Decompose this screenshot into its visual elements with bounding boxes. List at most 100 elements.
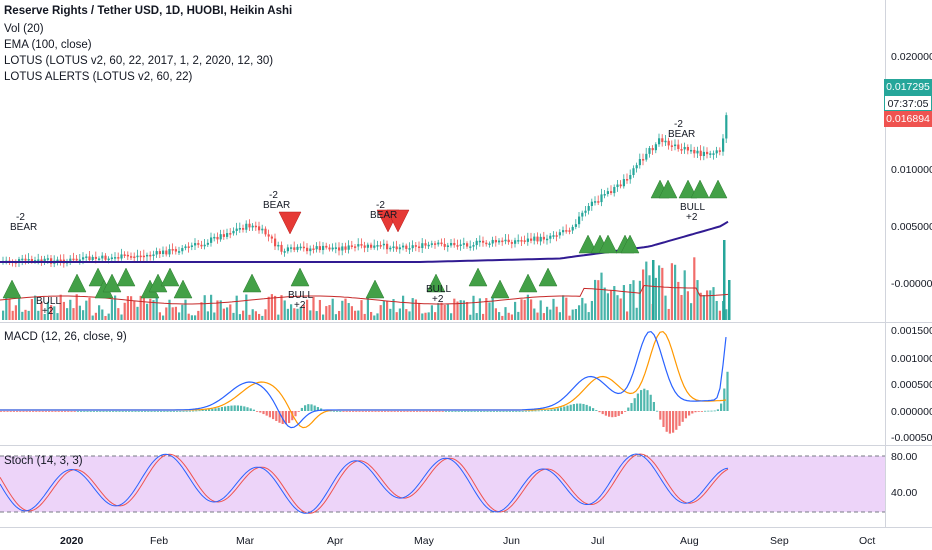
macd-histogram-bar xyxy=(92,411,95,412)
indicator-vol[interactable]: Vol (20) xyxy=(4,23,44,35)
indicator-macd[interactable]: MACD (12, 26, close, 9) xyxy=(4,331,127,343)
candle-body xyxy=(178,251,181,253)
stoch-axis[interactable]: 80.00 40.00 xyxy=(891,451,917,499)
volume-bar xyxy=(293,308,296,320)
candle-body xyxy=(494,239,497,243)
macd-histogram-bar xyxy=(384,411,387,412)
volume-bar xyxy=(386,301,389,320)
macd-histogram-bar xyxy=(720,403,723,411)
volume-bar xyxy=(117,308,120,320)
macd-histogram-bar xyxy=(121,411,124,412)
time-tick: Oct xyxy=(859,535,875,547)
candle-body xyxy=(539,236,542,242)
volume-bar xyxy=(101,309,104,320)
volume-bar xyxy=(376,313,379,320)
candle-body xyxy=(402,245,405,248)
candle-body xyxy=(37,259,40,261)
macd-histogram-bar xyxy=(393,411,396,412)
macd-axis[interactable]: 0.001500 0.001000 0.000500 0.000000 -0.0… xyxy=(891,325,932,444)
candle-body xyxy=(69,258,72,261)
candle-body xyxy=(46,258,49,260)
candle-body xyxy=(498,240,501,243)
macd-histogram-bar xyxy=(656,410,659,412)
volume-bar xyxy=(587,312,590,320)
price-pane[interactable] xyxy=(0,0,885,322)
macd-histogram-bar xyxy=(691,411,694,414)
time-tick: Sep xyxy=(770,535,789,547)
candle-body xyxy=(181,248,184,252)
volume-bar xyxy=(11,310,14,320)
candle-body xyxy=(690,149,693,152)
macd-histogram-bar xyxy=(422,411,425,412)
signal-minus2-label: -2 xyxy=(674,119,683,130)
macd-histogram-bar xyxy=(681,411,684,422)
macd-histogram-bar xyxy=(531,410,534,412)
candle-body xyxy=(142,255,145,258)
candle-body xyxy=(715,150,718,154)
volume-bar xyxy=(136,306,139,320)
signal-minus2-label: -2 xyxy=(376,200,385,211)
macd-histogram-bar xyxy=(601,411,604,415)
candle-body xyxy=(635,165,638,169)
candle-body xyxy=(456,245,459,247)
macd-histogram-bar xyxy=(716,409,719,411)
macd-histogram-bar xyxy=(652,401,655,411)
macd-histogram-bar xyxy=(307,404,310,411)
candle-body xyxy=(18,259,21,263)
volume-bar xyxy=(370,311,373,320)
volume-bar xyxy=(674,264,677,320)
candle-body xyxy=(203,244,206,247)
candle-body xyxy=(645,153,648,160)
volume-bar xyxy=(581,297,584,320)
macd-histogram-bar xyxy=(214,408,217,411)
macd-histogram-bar xyxy=(204,409,207,411)
macd-histogram-bar xyxy=(579,403,582,411)
volume-bar xyxy=(360,300,363,320)
macd-histogram-bar xyxy=(25,411,28,412)
time-axis[interactable]: 2020 Feb Mar Apr May Jun Jul Aug Sep Oct xyxy=(60,535,875,547)
stoch-band xyxy=(0,456,885,512)
signal-plus2-label: +2 xyxy=(294,300,306,311)
volume-bar xyxy=(181,304,184,320)
macd-histogram-bar xyxy=(169,410,172,412)
symbol-title[interactable]: Reserve Rights / Tether USD, 1D, HUOBI, … xyxy=(4,5,293,17)
candle-body xyxy=(619,184,622,187)
volume-bar xyxy=(638,280,641,320)
volume-bar xyxy=(222,308,225,320)
macd-histogram-bar xyxy=(3,411,6,412)
candle-body xyxy=(411,245,414,249)
candle-body xyxy=(702,151,705,157)
volume-bar xyxy=(366,296,369,320)
macd-histogram-bar xyxy=(483,411,486,412)
volume-bar xyxy=(149,298,152,320)
bull-triangle xyxy=(620,234,640,254)
volume-bar xyxy=(318,299,321,320)
volume-bar xyxy=(606,293,609,320)
candle-body xyxy=(238,228,241,230)
volume-bar xyxy=(53,306,56,320)
indicator-stoch[interactable]: Stoch (14, 3, 3) xyxy=(4,455,83,467)
price-axis[interactable]: 0.020000 0.010000 0.005000 -0.000000 xyxy=(891,51,932,290)
macd-histogram-bar xyxy=(588,406,591,411)
macd-histogram-bar xyxy=(624,411,627,412)
candle-body xyxy=(427,244,430,247)
candle-body xyxy=(235,228,238,231)
candle-body xyxy=(264,228,267,235)
candle-body xyxy=(472,245,475,247)
volume-bar xyxy=(626,311,629,320)
candle-body xyxy=(363,245,366,248)
macd-histogram-bar xyxy=(147,410,150,412)
indicator-ema[interactable]: EMA (100, close) xyxy=(4,39,92,51)
macd-histogram-bar xyxy=(96,411,99,412)
macd-histogram-bar xyxy=(556,408,559,411)
macd-histogram-bar xyxy=(528,410,531,412)
macd-histogram-bar xyxy=(678,411,681,426)
indicator-lotus-alerts[interactable]: LOTUS ALERTS (LOTUS v2, 60, 22) xyxy=(4,71,193,83)
volume-bar xyxy=(254,311,257,320)
signal-bear-label: BEAR xyxy=(263,200,290,211)
volume-bar xyxy=(168,299,171,320)
macd-line xyxy=(0,330,727,429)
macd-histogram-bar xyxy=(697,411,700,412)
indicator-lotus[interactable]: LOTUS (LOTUS v2, 60, 22, 2017, 1, 2, 202… xyxy=(4,55,274,67)
